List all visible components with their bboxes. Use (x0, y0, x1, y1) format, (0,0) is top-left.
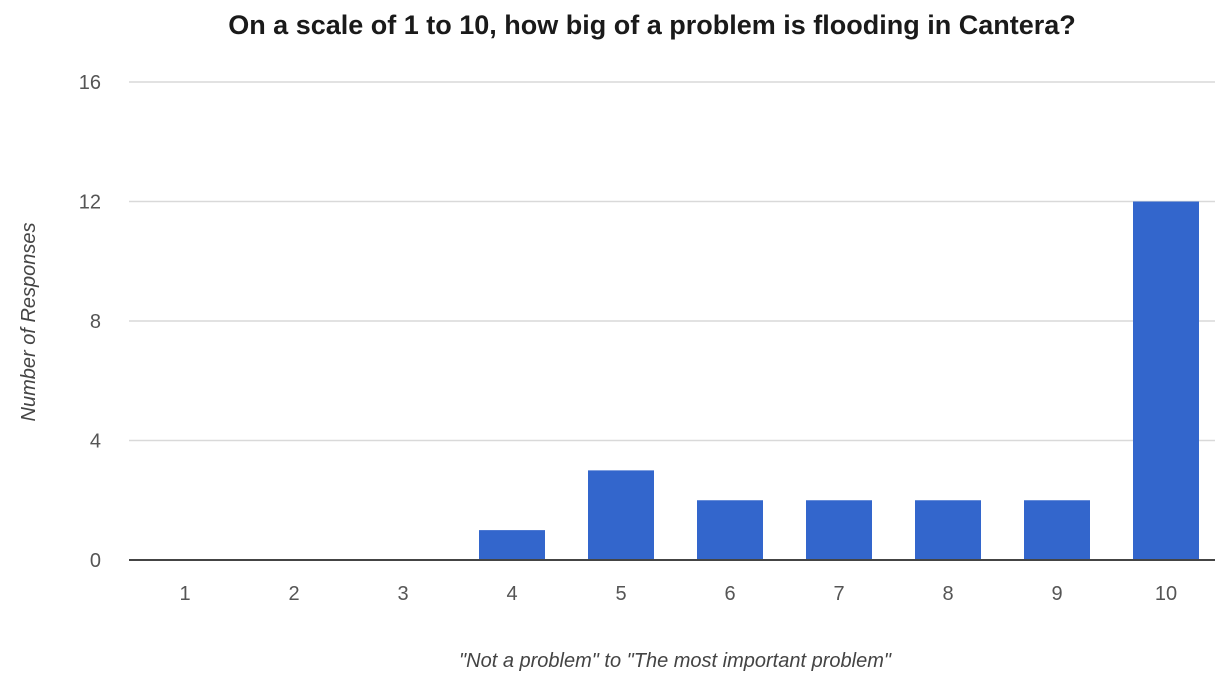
x-axis-label: "Not a problem" to "The most important p… (459, 650, 892, 672)
x-tick-label: 7 (833, 583, 844, 605)
x-tick-label: 4 (506, 583, 517, 605)
y-axis-label: Number of Responses (18, 223, 40, 422)
bar-7 (806, 500, 872, 560)
x-tick-label: 5 (615, 583, 626, 605)
y-tick-label: 12 (79, 192, 101, 214)
y-tick-label: 8 (90, 311, 101, 333)
bar-10 (1133, 201, 1199, 560)
x-tick-label: 6 (724, 583, 735, 605)
chart-title: On a scale of 1 to 10, how big of a prob… (228, 10, 1076, 40)
y-tick-label: 0 (90, 550, 101, 572)
y-tick-label: 4 (90, 431, 101, 453)
x-tick-label: 1 (179, 583, 190, 605)
bar-5 (588, 470, 654, 560)
bar-6 (697, 500, 763, 560)
x-tick-label: 3 (397, 583, 408, 605)
x-axis-ticks: 1 2 3 4 5 6 7 8 9 10 (179, 583, 1177, 605)
x-tick-label: 9 (1051, 583, 1062, 605)
x-tick-label: 2 (288, 583, 299, 605)
bar-9 (1024, 500, 1090, 560)
y-axis-ticks: 0 4 8 12 16 (79, 72, 101, 572)
x-tick-label: 8 (942, 583, 953, 605)
x-tick-label: 10 (1155, 583, 1177, 605)
bar-8 (915, 500, 981, 560)
y-tick-label: 16 (79, 72, 101, 94)
bars (479, 201, 1199, 560)
bar-4 (479, 530, 545, 560)
gridlines (129, 81, 1215, 442)
